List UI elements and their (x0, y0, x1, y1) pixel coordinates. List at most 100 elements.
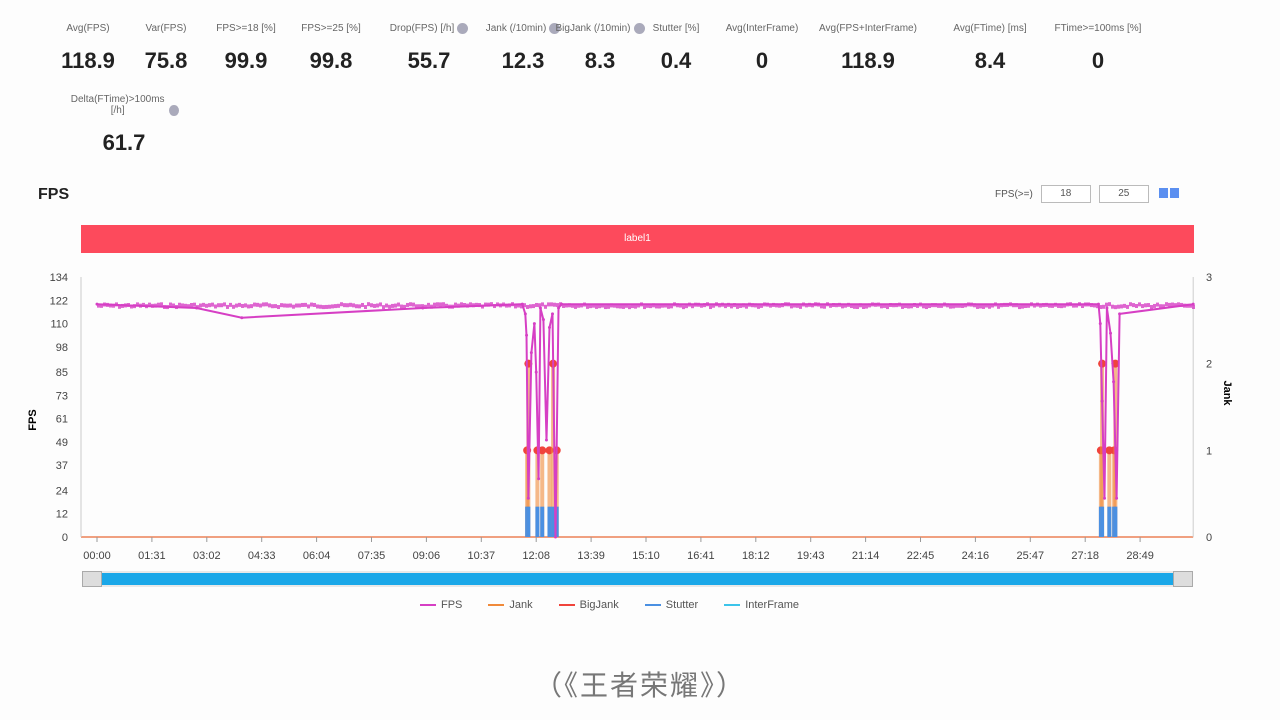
fps-noise (1063, 303, 1066, 308)
legend-item-bigjank[interactable]: BigJank (558, 599, 619, 611)
fps-noise (934, 303, 937, 308)
slider-range[interactable] (94, 573, 1181, 585)
fps-noise (1192, 304, 1195, 309)
fps-noise (139, 303, 142, 308)
fps-noise (1033, 303, 1036, 308)
fps-noise (208, 303, 211, 308)
fps-noise (544, 304, 547, 309)
metric-value: 99.8 (309, 48, 353, 73)
fps-noise (646, 303, 649, 308)
fps-noise (1165, 302, 1168, 307)
fps-noise (340, 302, 343, 307)
fps-noise (598, 304, 601, 309)
info-icon[interactable] (633, 23, 645, 34)
metric-label: Avg(InterFrame) (707, 8, 817, 34)
threshold-input-2[interactable]: 25 (1098, 185, 1149, 203)
legend-item-fps[interactable]: FPS (420, 599, 462, 611)
fps-noise (829, 303, 832, 308)
fps-point (1109, 331, 1113, 335)
fps-noise (118, 304, 121, 309)
fps-noise (466, 303, 469, 308)
label-bar[interactable]: label1 (81, 225, 1194, 253)
fps-noise (937, 303, 940, 308)
legend-item-interframe[interactable]: InterFrame (724, 599, 799, 611)
fps-noise (367, 302, 370, 307)
fps-noise (781, 303, 784, 308)
fps-noise (205, 303, 208, 308)
fps-noise (688, 302, 691, 307)
fps-point (525, 333, 529, 337)
slider-handle-right[interactable] (1173, 571, 1193, 587)
fps-noise (181, 303, 184, 308)
fps-noise (910, 304, 913, 309)
fps-noise (826, 302, 829, 307)
fps-noise (550, 302, 553, 307)
fps-noise (481, 304, 484, 309)
fps-noise (946, 303, 949, 308)
fps-noise (232, 304, 235, 309)
metric-label-text: Avg(FPS) (66, 23, 110, 34)
fps-noise (472, 303, 475, 308)
fps-noise (250, 304, 253, 309)
fps-noise (844, 303, 847, 308)
fps-noise (640, 302, 643, 307)
threshold-input-1[interactable]: 18 (1040, 185, 1091, 203)
fps-noise (718, 303, 721, 308)
fps-noise (595, 304, 598, 309)
legend-swatch (558, 604, 575, 606)
fps-noise (538, 303, 541, 308)
fps-noise (1108, 302, 1111, 307)
fps-noise (568, 303, 571, 308)
toggle-icon[interactable] (1157, 187, 1179, 201)
metric-7: Stutter [%] 0.4 (621, 8, 731, 74)
fps-noise (691, 304, 694, 309)
fps-noise (727, 302, 730, 307)
time-range-slider[interactable] (82, 571, 1193, 587)
fps-noise (739, 303, 742, 308)
fps-noise (211, 302, 214, 307)
info-icon[interactable] (549, 23, 561, 34)
fps-noise (169, 302, 172, 307)
fps-noise (475, 302, 478, 307)
fps-noise (1138, 302, 1141, 307)
fps-point (550, 312, 554, 316)
fps-noise (265, 302, 268, 307)
fps-noise (1156, 302, 1159, 307)
fps-noise (1072, 303, 1075, 308)
fps-noise (811, 303, 814, 308)
fps-noise (484, 302, 487, 307)
legend-label: FPS (441, 599, 463, 611)
y-tick-label: 85 (56, 367, 68, 379)
fps-noise (1147, 303, 1150, 308)
fps-point (560, 302, 564, 306)
fps-noise (970, 302, 973, 307)
fps-noise (1027, 303, 1030, 308)
chart-legend: FPS Jank BigJank Stutter InterFrame (420, 599, 799, 611)
fps-noise (832, 303, 835, 308)
fps-noise (436, 302, 439, 307)
fps-noise (787, 302, 790, 307)
fps-noise (901, 304, 904, 309)
metric-label-text: FTime>=100ms [%] (1054, 23, 1142, 34)
slider-handle-left[interactable] (82, 571, 102, 587)
fps-noise (838, 302, 841, 307)
legend-item-stutter[interactable]: Stutter (644, 599, 698, 611)
y2-tick-label: 2 (1206, 359, 1212, 371)
fps-noise (769, 303, 772, 308)
fps-noise (586, 304, 589, 309)
jank-bar (540, 450, 545, 537)
info-icon[interactable] (457, 23, 469, 34)
fps-noise (823, 304, 826, 309)
fps-noise (589, 304, 592, 309)
fps-point (421, 306, 425, 310)
legend-item-jank[interactable]: Jank (488, 599, 533, 611)
fps-noise (1183, 303, 1186, 308)
x-tick-label: 12:08 (522, 550, 550, 560)
fps-noise (388, 304, 391, 309)
fps-noise (1084, 302, 1087, 307)
fps-noise (865, 304, 868, 309)
info-icon[interactable] (169, 105, 179, 116)
fps-noise (796, 303, 799, 308)
fps-noise (880, 304, 883, 309)
caption: （《王者荣耀》） (533, 669, 746, 702)
